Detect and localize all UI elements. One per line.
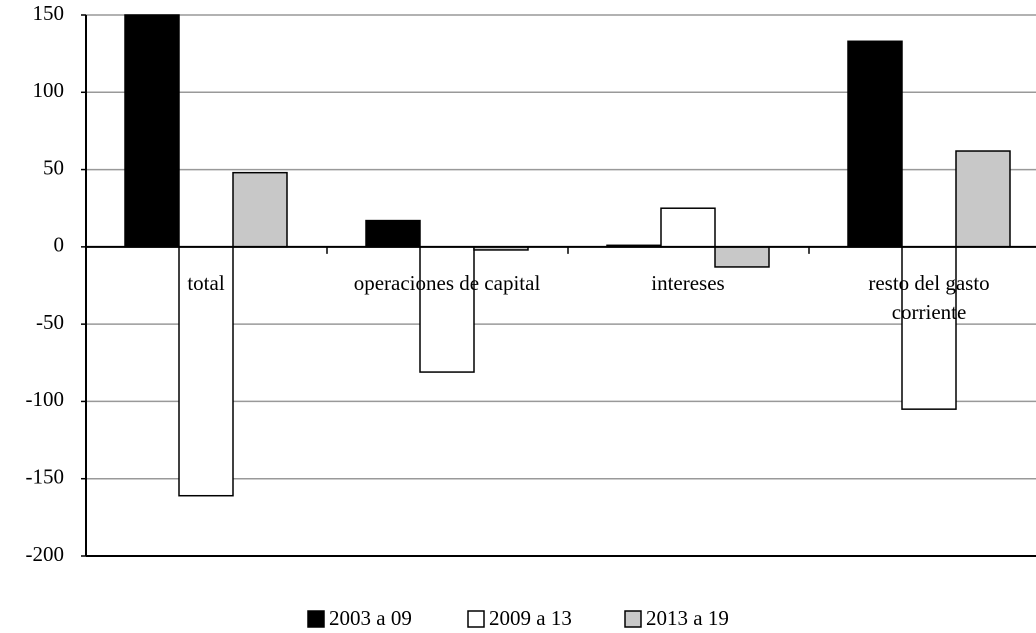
bar	[660, 207, 716, 248]
y-tick-label: 50	[43, 155, 64, 179]
bar	[955, 150, 1011, 248]
bar	[901, 246, 957, 410]
bar	[419, 246, 475, 373]
legend-swatch	[467, 610, 485, 628]
bar	[124, 14, 180, 248]
y-tick-label: 150	[33, 1, 65, 25]
bar	[714, 246, 770, 268]
x-tick-label: total	[187, 270, 225, 295]
legend-label: 2009 a 13	[489, 606, 572, 630]
x-tick-label: intereses	[651, 270, 725, 295]
y-tick-label: -50	[36, 310, 64, 334]
y-tick-label: 100	[33, 78, 65, 102]
y-tick-label: -100	[26, 387, 65, 411]
x-tick-label: resto del gasto corriente	[868, 270, 990, 324]
bar	[232, 171, 288, 248]
legend-swatch	[307, 610, 325, 628]
bar	[178, 246, 234, 497]
y-tick-label: -200	[26, 542, 65, 566]
y-tick-label: 0	[54, 233, 65, 257]
legend-label: 2013 a 19	[646, 606, 729, 630]
legend-label: 2003 a 09	[329, 606, 412, 630]
x-tick-label: operaciones de capital	[353, 270, 541, 295]
legend-swatch	[624, 610, 642, 628]
bar	[365, 219, 421, 248]
bar	[847, 40, 903, 248]
y-tick-label: -150	[26, 465, 65, 489]
